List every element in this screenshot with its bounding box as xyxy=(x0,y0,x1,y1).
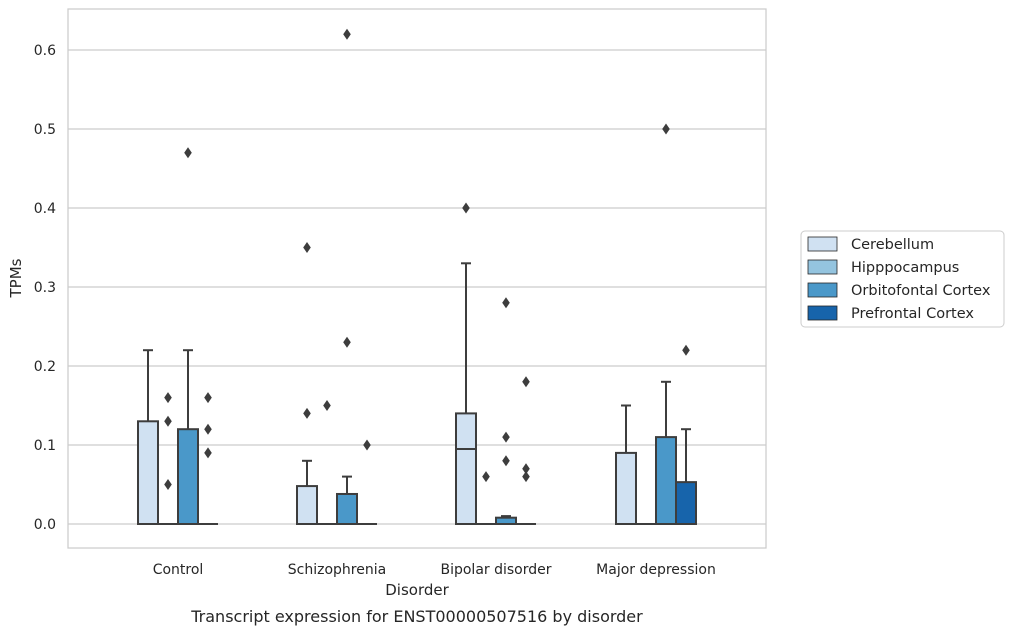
box-0-1 xyxy=(296,242,318,525)
legend-swatch xyxy=(807,305,838,321)
x-tick-label: Major depression xyxy=(596,562,716,578)
x-tick-label: Control xyxy=(153,562,204,578)
box-1-0 xyxy=(158,392,178,525)
outlier-point xyxy=(522,463,530,475)
y-tick-label: 0.3 xyxy=(34,280,56,296)
outlier-point xyxy=(164,415,172,427)
box-0-2 xyxy=(455,202,477,525)
box-body xyxy=(336,492,358,526)
y-axis-label: TPMs xyxy=(7,258,25,298)
outlier-point xyxy=(323,400,331,411)
box-0-3 xyxy=(615,404,637,525)
x-axis-label: Disorder xyxy=(385,581,449,599)
y-tick-label: 0.2 xyxy=(34,359,56,375)
plot-frame xyxy=(67,8,767,549)
box-3-3 xyxy=(675,344,697,526)
box-body xyxy=(296,485,318,525)
box-body xyxy=(655,436,677,526)
outlier-point xyxy=(184,147,192,159)
outlier-point xyxy=(522,376,530,388)
outlier-point xyxy=(662,123,670,135)
x-tick-label: Schizophrenia xyxy=(288,562,386,578)
y-tick-label: 0.0 xyxy=(34,517,56,533)
outlier-point xyxy=(502,297,510,309)
outlier-point xyxy=(164,479,172,490)
legend-label: Cerebellum xyxy=(851,237,934,253)
box-2-0 xyxy=(177,147,199,526)
x-tick-label: Bipolar disorder xyxy=(440,562,551,578)
box-body xyxy=(137,420,159,525)
outlier-point xyxy=(363,439,371,451)
y-tick-label: 0.1 xyxy=(34,438,56,454)
outlier-point xyxy=(482,471,490,483)
box-3-1 xyxy=(357,439,377,525)
outlier-point xyxy=(204,423,212,435)
outlier-point xyxy=(343,28,351,40)
x-tick-labels: Control Schizophrenia Bipolar disorder Majo… xyxy=(153,562,716,578)
box-body xyxy=(615,451,637,525)
box-1-2 xyxy=(476,471,496,525)
outlier-point xyxy=(522,471,530,483)
legend-swatch xyxy=(807,236,838,252)
outlier-point xyxy=(204,447,212,459)
box-1-1 xyxy=(317,400,337,525)
outlier-point xyxy=(204,392,212,404)
box-body xyxy=(177,428,199,526)
outlier-point xyxy=(343,336,351,348)
box-3-2 xyxy=(516,376,536,525)
outlier-point xyxy=(682,344,690,356)
outlier-point xyxy=(303,242,311,253)
outlier-point xyxy=(502,455,510,467)
legend: Cerebellum Hipppocampus Orbitofontal Corte… xyxy=(800,230,1005,328)
legend-label: Orbitofontal Cortex xyxy=(851,283,991,299)
outlier-point xyxy=(164,392,172,404)
legend-frame xyxy=(800,230,1005,328)
box-2-1 xyxy=(336,28,358,526)
legend-label: Prefrontal Cortex xyxy=(851,306,974,322)
chart-marks xyxy=(137,28,697,526)
box-body xyxy=(455,412,477,525)
y-tick-label: 0.5 xyxy=(34,122,56,138)
chart-caption: Transcript expression for ENST0000050751… xyxy=(190,607,643,626)
box-3-0 xyxy=(198,392,218,525)
y-tick-label: 0.6 xyxy=(34,43,56,59)
outlier-point xyxy=(303,407,311,419)
y-tick-label: 0.4 xyxy=(34,201,56,217)
box-2-3 xyxy=(655,123,677,526)
box-2-2 xyxy=(495,297,517,525)
y-tick-labels: 0.0 0.1 0.2 0.3 0.4 0.5 0.6 xyxy=(34,43,56,533)
outlier-point xyxy=(502,431,510,443)
legend-swatch xyxy=(807,259,838,275)
legend-swatch xyxy=(807,282,838,298)
box-0-0 xyxy=(137,349,159,525)
legend-label: Hipppocampus xyxy=(851,260,959,276)
outlier-point xyxy=(462,202,470,214)
box-body xyxy=(675,481,697,526)
